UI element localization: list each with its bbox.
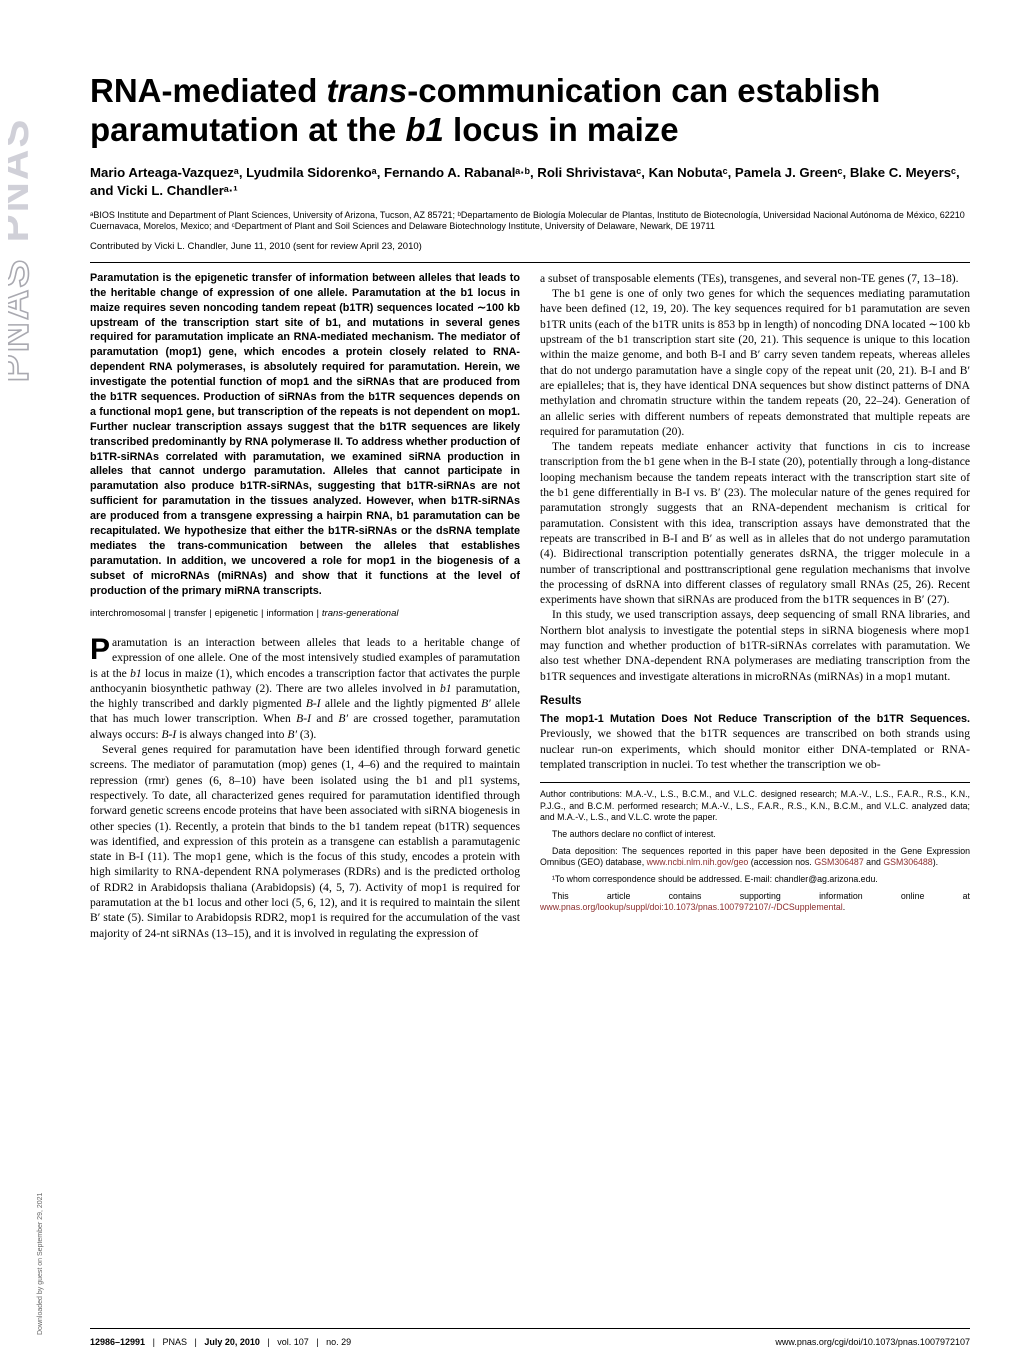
accession-link-1[interactable]: GSM306487 [814,857,863,867]
page-footer: 12986–12991 | PNAS | July 20, 2010 | vol… [90,1337,970,1347]
dropcap: P [90,635,112,663]
page-content: RNA-mediated trans-communication can est… [90,72,970,941]
kw-5: trans-generational [322,608,399,619]
left-column: Paramutation is the epigenetic transfer … [90,271,520,941]
footer-left: 12986–12991 | PNAS | July 20, 2010 | vol… [90,1337,351,1347]
kw-2: transfer [174,608,206,619]
contributed-line: Contributed by Vicki L. Chandler, June 1… [90,241,970,252]
keywords: interchromosomal|transfer|epigenetic|inf… [90,608,520,621]
body-p1: Paramutation is an interaction between a… [90,635,520,742]
header-rule [90,262,970,263]
abstract: Paramutation is the epigenetic transfer … [90,271,520,599]
footnotes: Author contributions: M.A.-V., L.S., B.C… [540,789,970,913]
affiliations: ᵃBIOS Institute and Department of Plant … [90,210,970,233]
footnote-divider [540,782,970,783]
right-column: a subset of transposable elements (TEs),… [540,271,970,941]
geo-link[interactable]: www.ncbi.nlm.nih.gov/geo [647,857,749,867]
body-p2: Several genes required for paramutation … [90,742,520,941]
fn-data-deposition: Data deposition: The sequences reported … [540,846,970,869]
title-text-1: RNA-mediated [90,72,327,109]
article-title: RNA-mediated trans-communication can est… [90,72,970,150]
authors: Mario Arteaga-Vazquezᵃ, Lyudmila Sidoren… [90,164,970,200]
two-column-body: Paramutation is the epigenetic transfer … [90,271,970,941]
title-text-3: locus in maize [444,111,679,148]
title-italic-1: trans [327,72,408,109]
pnas-logo: PNAS PNAS [8,60,48,580]
results-p1: The mop1-1 Mutation Does Not Reduce Tran… [540,711,970,772]
svg-text:PNAS: PNAS [8,118,37,243]
kw-1: interchromosomal [90,608,166,619]
fn-supporting-info: This article contains supporting informa… [540,891,970,914]
fn-correspondence: ¹To whom correspondence should be addres… [540,874,970,886]
results-heading: Results [540,694,970,709]
results-runin: The mop1-1 Mutation Does Not Reduce Tran… [540,713,970,725]
footer-right: www.pnas.org/cgi/doi/10.1073/pnas.100797… [775,1337,970,1347]
body-right-p3: The tandem repeats mediate enhancer acti… [540,439,970,607]
title-italic-2: b1 [405,111,444,148]
kw-3: epigenetic [215,608,258,619]
svg-text:PNAS: PNAS [8,258,37,383]
fn-author-contrib: Author contributions: M.A.-V., L.S., B.C… [540,789,970,824]
si-link[interactable]: www.pnas.org/lookup/suppl/doi:10.1073/pn… [540,902,843,912]
body-right-p1: a subset of transposable elements (TEs),… [540,271,970,286]
kw-4: information [266,608,313,619]
fn-conflict: The authors declare no conflict of inter… [540,829,970,841]
body-right-p2: The b1 gene is one of only two genes for… [540,286,970,439]
body-right-p4: In this study, we used transcription ass… [540,607,970,683]
footer-no: no. 29 [326,1337,351,1347]
footer-pnas: PNAS [162,1337,187,1347]
footer-date: July 20, 2010 [204,1337,260,1347]
download-note: Downloaded by guest on September 29, 202… [37,1193,44,1335]
accession-link-2[interactable]: GSM306488 [883,857,932,867]
footer-vol: vol. 107 [277,1337,309,1347]
footer-pages: 12986–12991 [90,1337,145,1347]
footer-rule [90,1328,970,1329]
